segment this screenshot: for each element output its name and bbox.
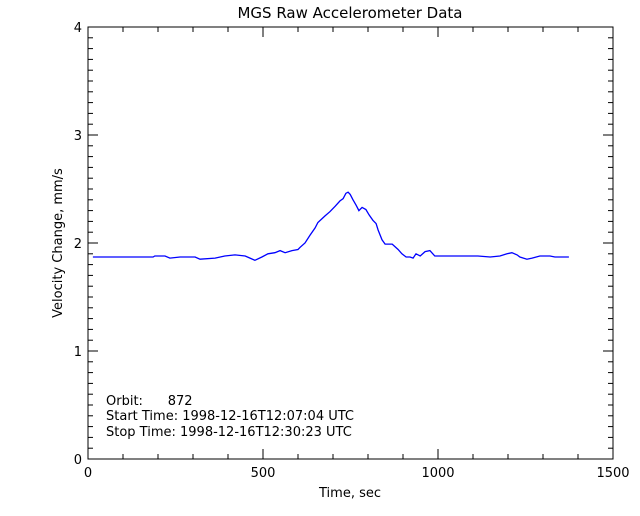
- y-tick-label: 1: [74, 345, 82, 360]
- annotation-orbit: Orbit: 872: [106, 394, 193, 409]
- annotation-stop-time: Stop Time: 1998-12-16T12:30:23 UTC: [106, 425, 352, 440]
- y-tick-label: 4: [74, 21, 82, 36]
- x-tick-label: 0: [84, 466, 92, 481]
- x-axis-label: Time, sec: [318, 486, 381, 501]
- y-axis-label: Velocity Change, mm/s: [51, 168, 66, 318]
- x-tick-label: 1000: [421, 466, 454, 481]
- y-tick-label: 2: [74, 237, 82, 252]
- x-tick-label: 500: [251, 466, 276, 481]
- series-line: [92, 191, 569, 262]
- annotation-start-time: Start Time: 1998-12-16T12:07:04 UTC: [106, 409, 354, 424]
- y-tick-label: 0: [74, 453, 82, 468]
- y-tick-label: 3: [74, 129, 82, 144]
- x-tick-labels: 0 500 1000 1500: [84, 466, 630, 481]
- x-tick-label: 1500: [596, 466, 629, 481]
- chart-title: MGS Raw Accelerometer Data: [237, 4, 462, 22]
- axis-ticks: [87, 26, 614, 460]
- y-tick-labels: 0 1 2 3 4: [74, 21, 82, 468]
